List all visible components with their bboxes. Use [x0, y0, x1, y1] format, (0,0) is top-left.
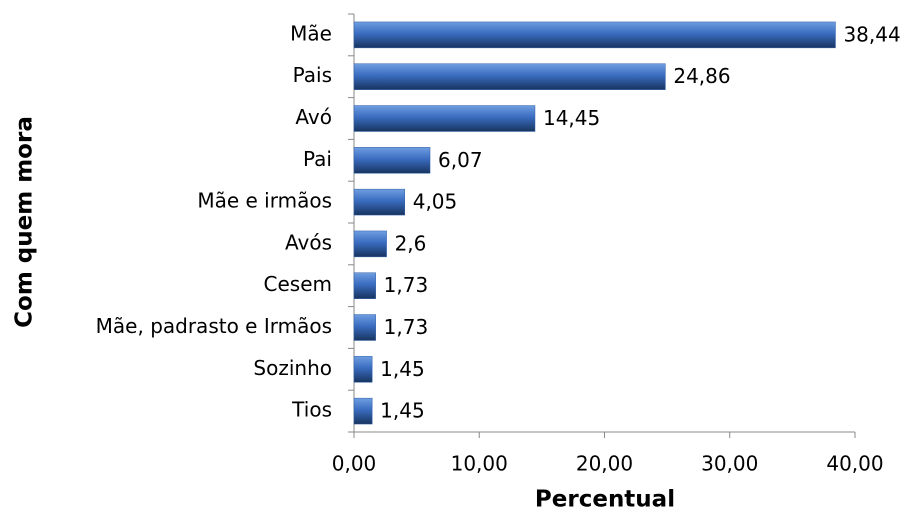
y-tick-label: Mãe e irmãos — [197, 189, 332, 213]
x-tick-label: 0,00 — [332, 452, 377, 476]
y-tick-label: Tios — [291, 398, 332, 422]
y-tick-label: Avós — [285, 230, 332, 254]
bar — [353, 272, 376, 299]
data-label: 1,73 — [384, 315, 429, 339]
x-tick-label: 20,00 — [576, 452, 633, 476]
bar — [353, 147, 431, 174]
data-label: 2,6 — [395, 231, 427, 255]
y-tick-label: Cesem — [264, 272, 332, 296]
bar — [353, 105, 536, 132]
bar — [353, 188, 405, 216]
bar — [353, 63, 666, 90]
data-label: 1,45 — [380, 399, 425, 423]
data-label: 6,07 — [438, 148, 483, 172]
data-label: 1,45 — [380, 357, 425, 381]
y-tick-label: Mãe — [290, 21, 332, 45]
data-label: 4,05 — [413, 190, 458, 214]
bar — [353, 397, 373, 425]
y-tick-label: Sozinho — [253, 356, 332, 380]
data-label: 14,45 — [543, 106, 600, 130]
x-axis-title: Percentual — [535, 487, 675, 513]
x-tick-label: 40,00 — [826, 452, 883, 476]
x-tick-label: 30,00 — [701, 452, 758, 476]
y-tick-label: Pai — [303, 147, 332, 171]
data-label: 1,73 — [384, 273, 429, 297]
data-label: 24,86 — [673, 64, 730, 88]
y-tick-label: Mãe, padrasto e Irmãos — [96, 314, 332, 338]
bar — [353, 356, 373, 383]
bar — [353, 314, 376, 341]
bar — [353, 230, 387, 258]
bar — [353, 21, 836, 49]
x-tick-label: 10,00 — [451, 452, 508, 476]
y-axis-title: Com quem mora — [12, 116, 38, 328]
y-tick-label: Pais — [293, 63, 332, 87]
y-tick-label: Avó — [295, 105, 332, 129]
data-label: 38,44 — [843, 22, 900, 46]
